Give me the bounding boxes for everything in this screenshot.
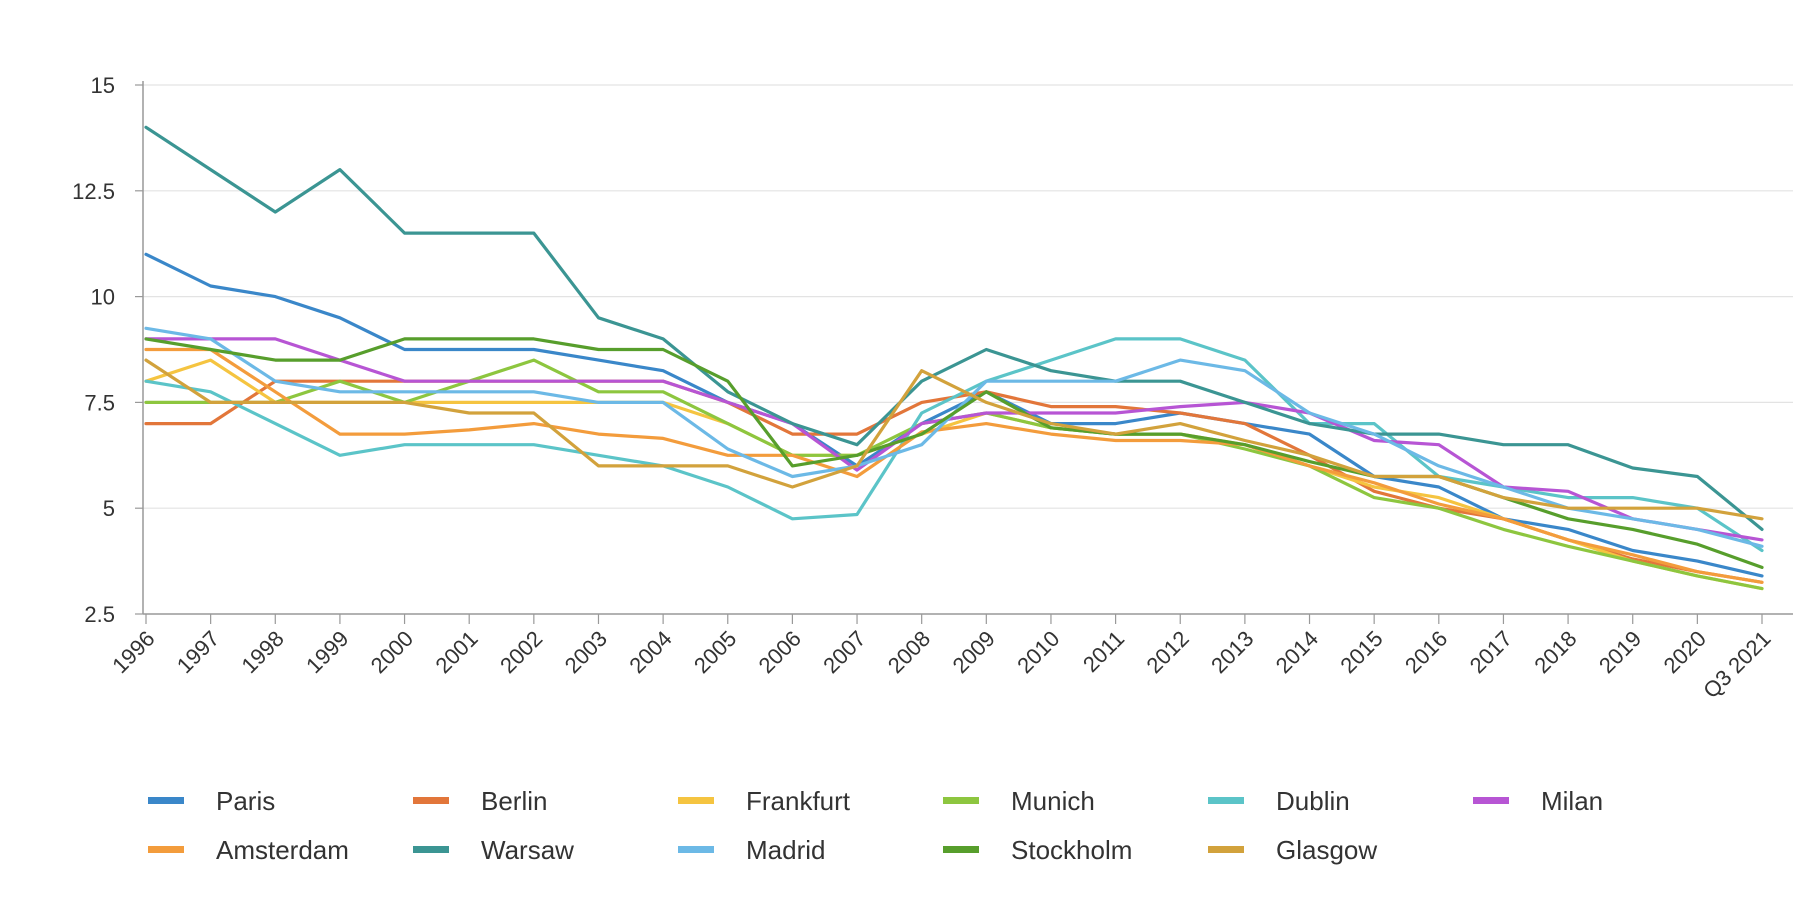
y-tick-label: 7.5 [84, 390, 115, 415]
x-tick-label: 2006 [754, 626, 806, 678]
legend-item-dublin[interactable]: Dublin [1208, 786, 1350, 816]
series-line-madrid [144, 326, 1764, 548]
x-tick-label: 2016 [1400, 626, 1452, 678]
series-line-munich [144, 358, 1764, 591]
x-tick-label: 2003 [560, 626, 612, 678]
x-tick-label: 2004 [624, 626, 676, 678]
y-tick-label: 12.5 [72, 179, 115, 204]
x-tick-label: 2017 [1465, 626, 1517, 678]
legend-swatch [148, 846, 184, 853]
legend-item-frankfurt[interactable]: Frankfurt [678, 786, 851, 816]
series-line-warsaw [144, 125, 1764, 532]
x-tick-label: 2015 [1335, 626, 1387, 678]
legend-label: Dublin [1276, 786, 1350, 816]
legend-item-milan[interactable]: Milan [1473, 786, 1603, 816]
legend-item-madrid[interactable]: Madrid [678, 835, 825, 865]
legend-label: Stockholm [1011, 835, 1132, 865]
legend-label: Milan [1541, 786, 1603, 816]
x-tick-label: 2012 [1141, 626, 1193, 678]
y-axis: 2.5 5 7.5 10 12.5 15 [72, 73, 144, 627]
x-tick-label: 2005 [689, 626, 741, 678]
legend-swatch [1208, 846, 1244, 853]
series-line-paris [144, 252, 1764, 578]
x-tick-label: 1999 [301, 626, 353, 678]
legend-label: Glasgow [1276, 835, 1377, 865]
legend-label: Paris [216, 786, 275, 816]
legend-swatch [678, 846, 714, 853]
x-axis: 1996 1997 1998 1999 2000 2001 2002 2003 2004 2005… [107, 613, 1793, 703]
legend: Paris Berlin Frankfurt Munich Dublin Milan Ams… [148, 786, 1603, 865]
legend-item-warsaw[interactable]: Warsaw [413, 835, 574, 865]
legend-swatch [1208, 797, 1244, 804]
x-tick-label: 2009 [948, 626, 1000, 678]
x-tick-label: Q3 2021 [1698, 626, 1775, 703]
y-tick-label: 10 [91, 285, 115, 310]
x-tick-label: 2019 [1594, 626, 1646, 678]
x-tick-label: 2020 [1659, 626, 1711, 678]
legend-swatch [1473, 797, 1509, 804]
x-tick-label: 2000 [366, 626, 418, 678]
legend-label: Warsaw [481, 835, 574, 865]
y-tick-label: 5 [103, 496, 115, 521]
series-line-milan [144, 337, 1764, 542]
y-tick-label: 2.5 [84, 602, 115, 627]
series-line-dublin [144, 337, 1764, 553]
legend-swatch [413, 846, 449, 853]
legend-label: Munich [1011, 786, 1095, 816]
legend-label: Berlin [481, 786, 547, 816]
x-tick-label: 2008 [883, 626, 935, 678]
legend-item-munich[interactable]: Munich [943, 786, 1095, 816]
legend-swatch [943, 797, 979, 804]
legend-label: Amsterdam [216, 835, 349, 865]
x-tick-label: 1998 [237, 626, 289, 678]
x-tick-label: 1997 [172, 626, 224, 678]
legend-item-berlin[interactable]: Berlin [413, 786, 547, 816]
series-line-frankfurt [144, 358, 1764, 591]
legend-label: Madrid [746, 835, 825, 865]
legend-swatch [413, 797, 449, 804]
series-line-glasgow [144, 358, 1764, 521]
series-lines [144, 125, 1764, 591]
legend-swatch [943, 846, 979, 853]
x-tick-label: 2010 [1012, 626, 1064, 678]
x-tick-label: 2002 [495, 626, 547, 678]
legend-swatch [678, 797, 714, 804]
x-tick-label: 2013 [1206, 626, 1258, 678]
x-tick-label: 2011 [1078, 626, 1129, 677]
legend-label: Frankfurt [746, 786, 851, 816]
y-tick-label: 15 [91, 73, 115, 98]
series-line-amsterdam [144, 347, 1764, 584]
legend-item-paris[interactable]: Paris [148, 786, 275, 816]
x-tick-label: 2014 [1271, 626, 1323, 678]
x-tick-label: 1996 [107, 626, 159, 678]
legend-item-amsterdam[interactable]: Amsterdam [148, 835, 349, 865]
legend-item-glasgow[interactable]: Glasgow [1208, 835, 1377, 865]
x-tick-label: 2007 [818, 626, 870, 678]
x-tick-label: 2018 [1529, 626, 1581, 678]
legend-swatch [148, 797, 184, 804]
legend-item-stockholm[interactable]: Stockholm [943, 835, 1132, 865]
x-tick-label: 2001 [430, 626, 482, 678]
